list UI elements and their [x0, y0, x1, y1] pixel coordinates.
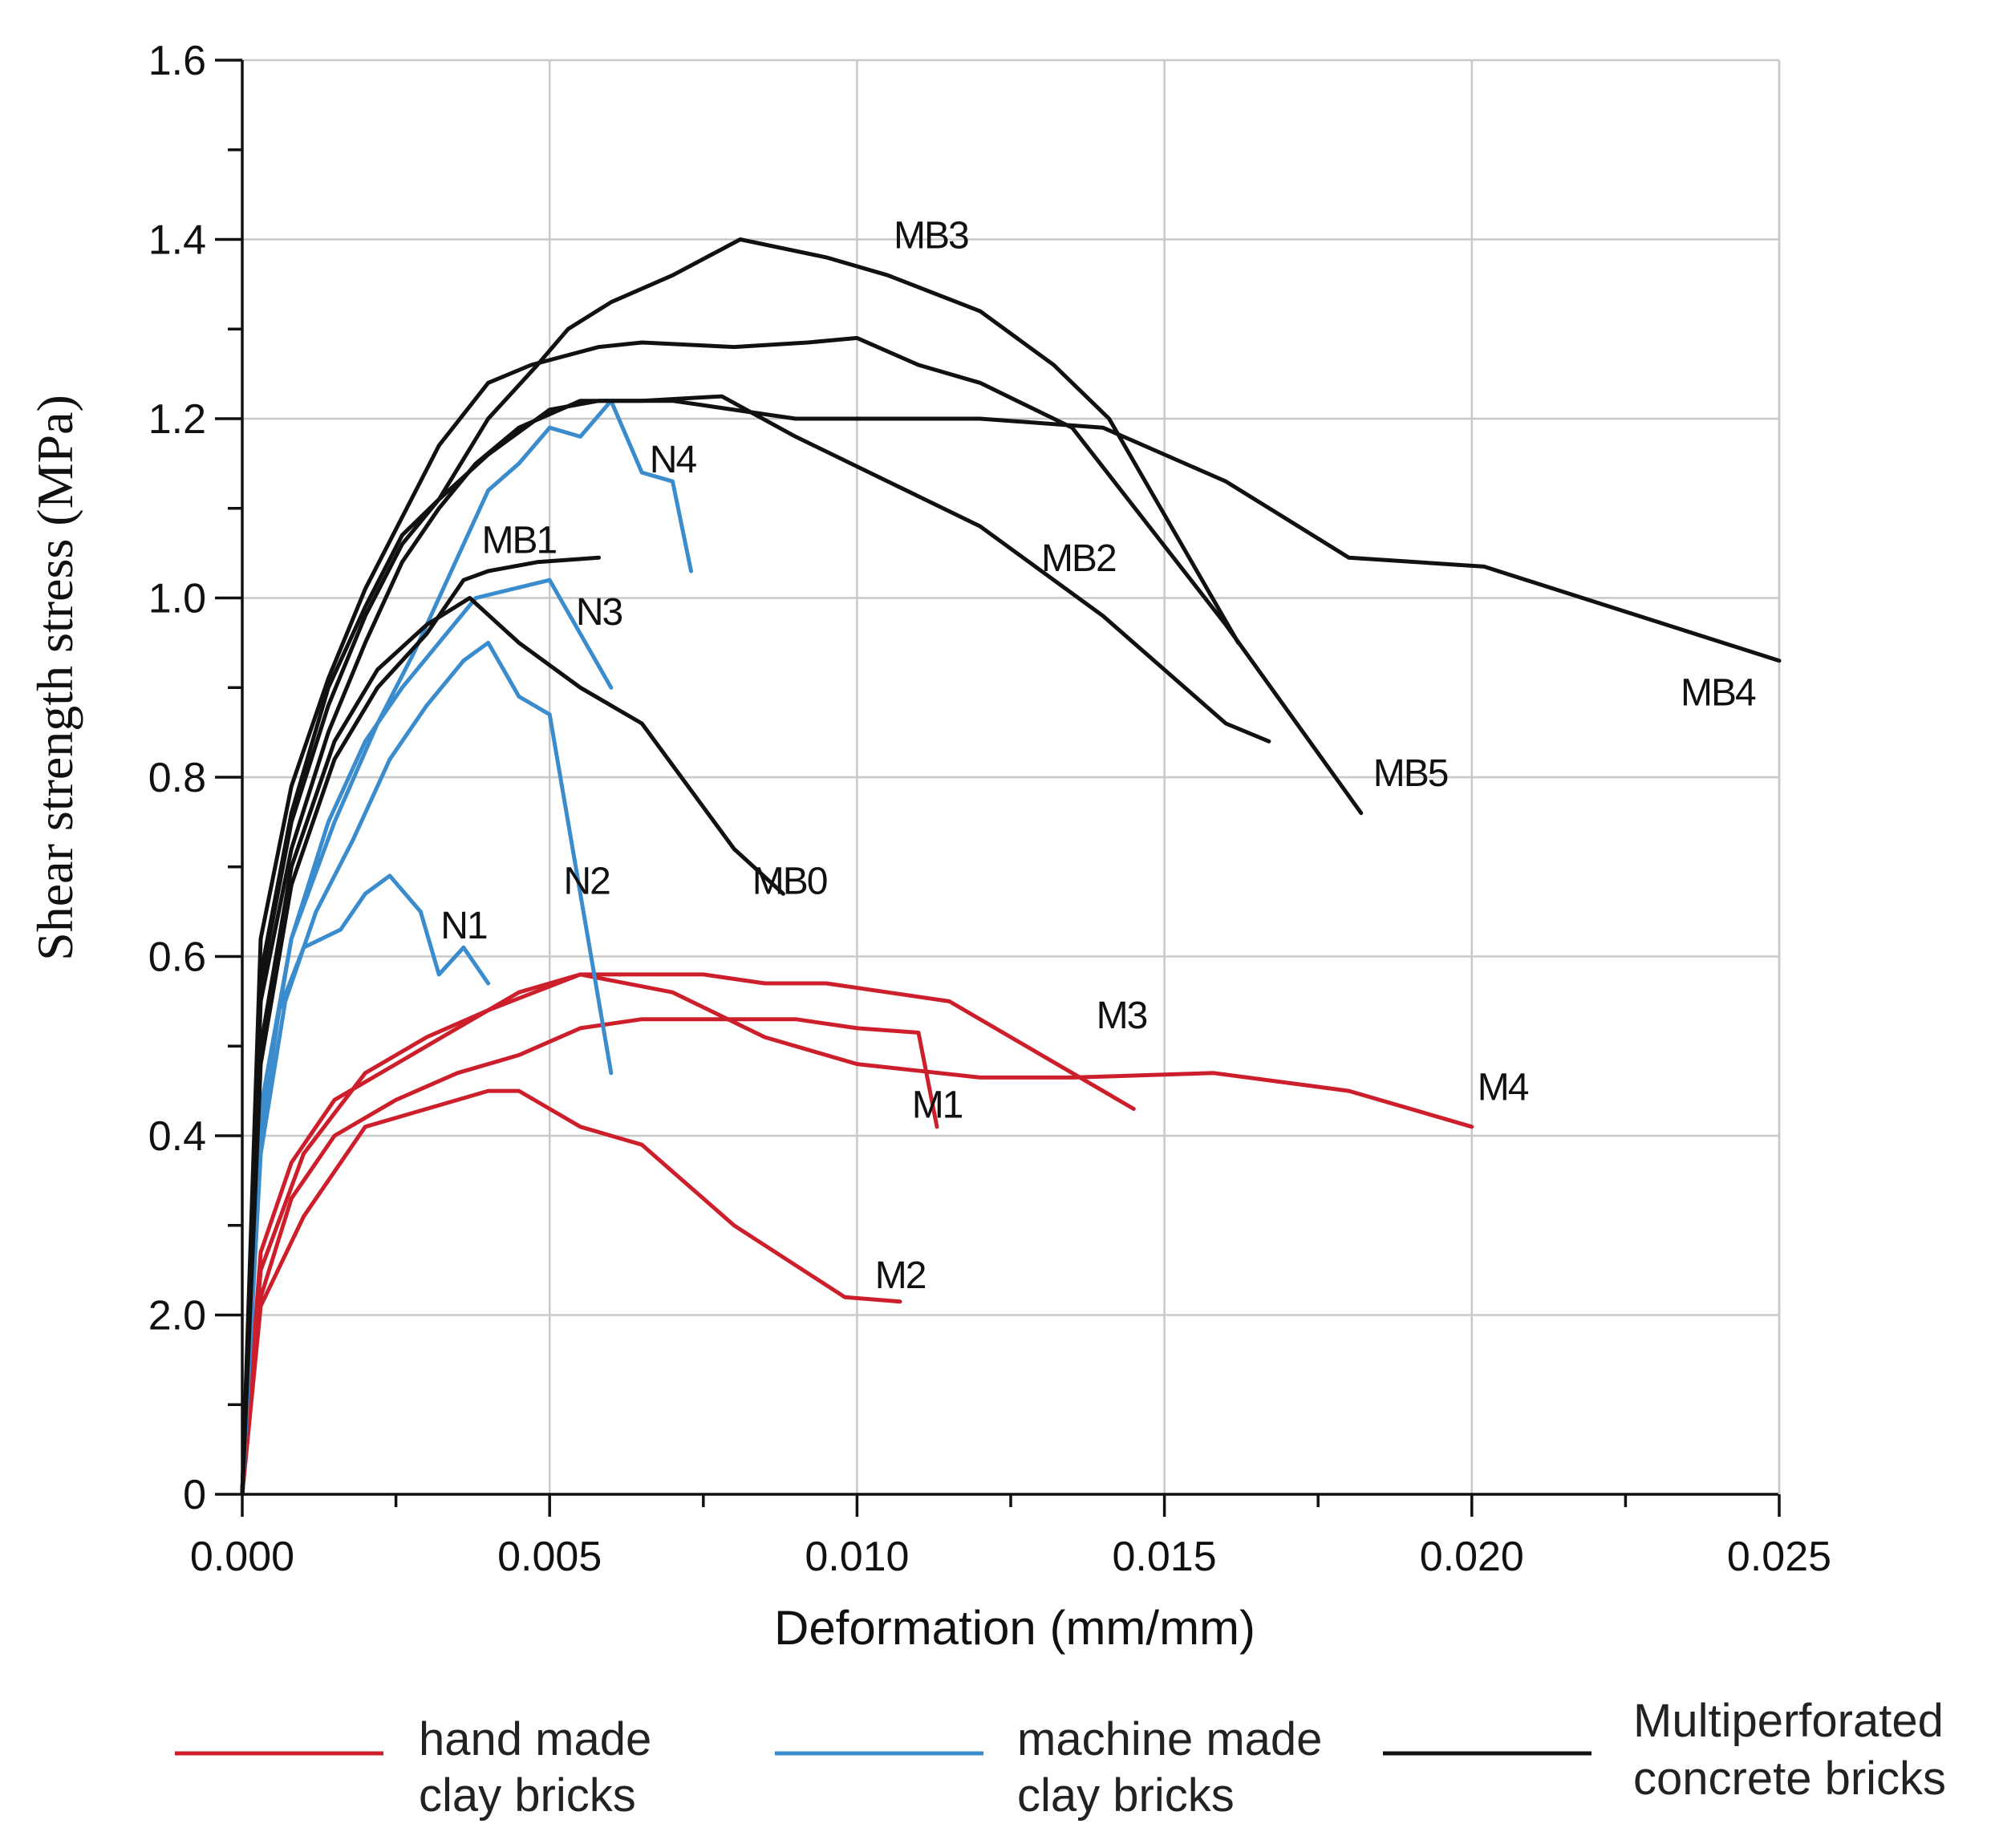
x-tick-label: 0.000 — [190, 1534, 294, 1580]
axis-layer: 0.000 0.005 0.010 0.015 0.020 0.025 0 2.0 0.4 0.6… — [148, 38, 1831, 1580]
y-tick-label: 1.6 — [148, 38, 206, 84]
series-line-m4 — [240, 972, 1474, 1497]
series-label-m3: M3 — [1097, 995, 1147, 1037]
x-tick-label: 0.015 — [1113, 1534, 1217, 1580]
y-tick-label: 1.0 — [148, 576, 206, 622]
series-layer — [240, 237, 1782, 1497]
series-label-n2: N2 — [564, 860, 610, 902]
series-line-n2 — [240, 640, 614, 1497]
curve-label-layer: M1 M2 M3 M4 N1 N2 N3 N4 MB0 MB1 MB2 MB3 MB4 MB5 — [440, 215, 1758, 1297]
series-line-mb0 — [240, 596, 785, 1497]
series-line-m3 — [240, 972, 1136, 1497]
series-line-mb1 — [240, 555, 601, 1497]
series-label-mb1: MB1 — [482, 520, 557, 562]
y-tick-label: 0.8 — [148, 755, 206, 801]
y-axis-label: Shear strength stress (MPa) — [26, 395, 83, 961]
series-label-n4: N4 — [650, 439, 697, 481]
y-tick-label: 1.2 — [148, 396, 206, 443]
legend-label-hand-line2: clay bricks — [419, 1769, 636, 1822]
series-label-mb5: MB5 — [1373, 752, 1448, 795]
series-label-mb0: MB0 — [752, 860, 827, 902]
series-label-mb3: MB3 — [894, 215, 968, 257]
x-tick-label: 0.010 — [805, 1534, 909, 1580]
x-tick-label: 0.020 — [1420, 1534, 1524, 1580]
x-tick-label: 0.025 — [1727, 1534, 1831, 1580]
series-label-n3: N3 — [576, 591, 622, 634]
series-label-m1: M1 — [912, 1084, 963, 1127]
series-line-m1 — [240, 1017, 939, 1497]
series-line-mb5 — [240, 335, 1364, 1497]
series-label-mb2: MB2 — [1041, 537, 1116, 580]
series-line-mb3 — [240, 237, 1241, 1497]
series-line-n1 — [240, 873, 491, 1497]
y-tick-label: 0.6 — [148, 934, 206, 981]
y-tick-label: 1.4 — [148, 217, 206, 264]
series-line-n4 — [240, 399, 693, 1497]
legend-label-concrete-line1: Multiperforated — [1633, 1695, 1944, 1747]
series-line-mb4 — [240, 399, 1782, 1497]
series-label-m4: M4 — [1478, 1066, 1529, 1108]
legend-label-concrete-line2: concrete bricks — [1633, 1753, 1946, 1805]
series-line-mb2 — [240, 394, 1271, 1497]
legend-label-machine-line2: clay bricks — [1017, 1769, 1235, 1822]
x-tick-label: 0.005 — [497, 1534, 602, 1580]
legend-label-hand-line1: hand made — [419, 1713, 651, 1765]
x-axis-label: Deformation (mm/mm) — [774, 1601, 1255, 1655]
y-tick-label: 0.4 — [148, 1113, 206, 1160]
legend-label-machine-line1: machine made — [1017, 1713, 1322, 1765]
series-label-n1: N1 — [440, 905, 487, 947]
series-line-m2 — [240, 1088, 902, 1497]
grid-layer — [242, 59, 1781, 1494]
series-label-m2: M2 — [875, 1254, 926, 1297]
y-tick-label: 2.0 — [148, 1293, 206, 1339]
y-tick-label: 0 — [183, 1472, 206, 1518]
series-label-mb4: MB4 — [1681, 672, 1756, 715]
